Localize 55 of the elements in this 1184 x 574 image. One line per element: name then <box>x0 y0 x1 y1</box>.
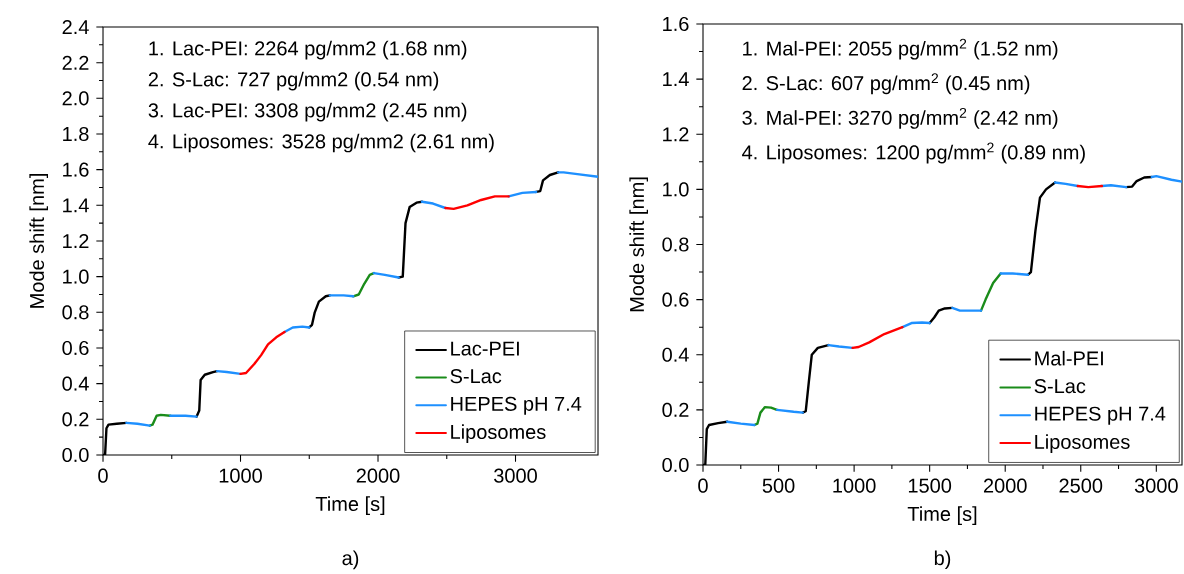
x-tick-label: 500 <box>762 478 795 493</box>
legend-label: Liposomes <box>451 424 546 443</box>
y-tick-label: 1.2 <box>63 234 89 248</box>
y-tick-label: 1.4 <box>63 198 89 213</box>
x-tick-label: 1000 <box>219 468 262 483</box>
x-tick-label: 1500 <box>908 478 952 493</box>
x-tick-label: 2500 <box>1059 478 1103 493</box>
annotation: 4. Liposomes: 1200 pg/mm$^{2}$ (0.89 nm) <box>742 142 1085 164</box>
annotation: 2. S-Lac: 727 pg/mm2 (0.54 nm) <box>148 71 439 91</box>
legend-label: Lac-PEI <box>451 341 519 356</box>
x-tick-label: 0 <box>98 468 108 483</box>
y-tick-label: 0.4 <box>662 347 689 362</box>
y-tick-label: 1.6 <box>663 16 689 32</box>
y-tick-label: 1.4 <box>663 72 689 86</box>
x-tick-label: 1000 <box>833 478 876 493</box>
annotation: 3. Lac-PEI: 3308 pg/mm2 (2.45 nm) <box>148 102 467 122</box>
y-tick-label: 1.6 <box>63 162 89 177</box>
text: b) <box>934 550 951 570</box>
legend-label: Mal-PEI <box>1035 350 1103 366</box>
y-tick-label: 1.8 <box>63 126 89 142</box>
y-axis-title: Mode shift [nm] <box>629 177 648 312</box>
y-tick-label: 0.0 <box>662 457 689 473</box>
y-tick-label: 0.2 <box>62 412 89 427</box>
y-tick-label: 0.4 <box>62 376 89 391</box>
y-tick-label: 1.0 <box>63 269 89 284</box>
x-tick-label: 0 <box>698 478 708 493</box>
y-tick-label: 0.2 <box>662 402 689 417</box>
y-tick-label: 1.0 <box>663 182 689 197</box>
x-tick-label: 2000 <box>356 468 400 483</box>
annotation: 3. Mal-PEI: 3270 pg/mm$^{2}$ (2.42 nm) <box>742 107 1058 129</box>
x-axis-title: Time [s] <box>315 496 385 515</box>
y-tick-label: 0.6 <box>62 340 89 356</box>
y-tick-label: 0.8 <box>662 237 689 252</box>
x-tick-label: 3000 <box>494 468 537 483</box>
legend-label: S-Lac <box>450 369 502 384</box>
legend-label: S-Lac <box>1034 379 1086 394</box>
legend-label: HEPES pH 7.4 <box>1035 406 1166 425</box>
y-tick-label: 2.2 <box>62 55 89 70</box>
y-tick-label: 0.8 <box>62 305 89 320</box>
annotation: 4. Liposomes: 3528 pg/mm2 (2.61 nm) <box>148 133 494 153</box>
text: a) <box>342 550 359 570</box>
y-tick-label: 0.6 <box>662 292 689 307</box>
legend-label: Liposomes <box>1035 434 1130 453</box>
annotation: 1. Lac-PEI: 2264 pg/mm2 (1.68 nm) <box>149 40 467 60</box>
y-tick-label: 2.0 <box>62 91 89 106</box>
y-tick-label: 1.2 <box>663 127 689 142</box>
annotation: 1. Mal-PEI: 2055 pg/mm$^{2}$ (1.52 nm) <box>743 38 1058 60</box>
annotation: 2. S-Lac: 607 pg/mm$^{2}$ (0.45 nm) <box>742 73 1030 95</box>
x-axis-title: Time [s] <box>907 506 977 525</box>
y-tick-label: 2.4 <box>62 20 89 34</box>
y-tick-label: 0.0 <box>62 447 89 463</box>
x-tick-label: 3000 <box>1134 478 1178 493</box>
y-axis-title: Mode shift [nm] <box>29 174 48 308</box>
x-tick-label: 2000 <box>983 478 1027 493</box>
legend-label: HEPES pH 7.4 <box>451 396 582 415</box>
